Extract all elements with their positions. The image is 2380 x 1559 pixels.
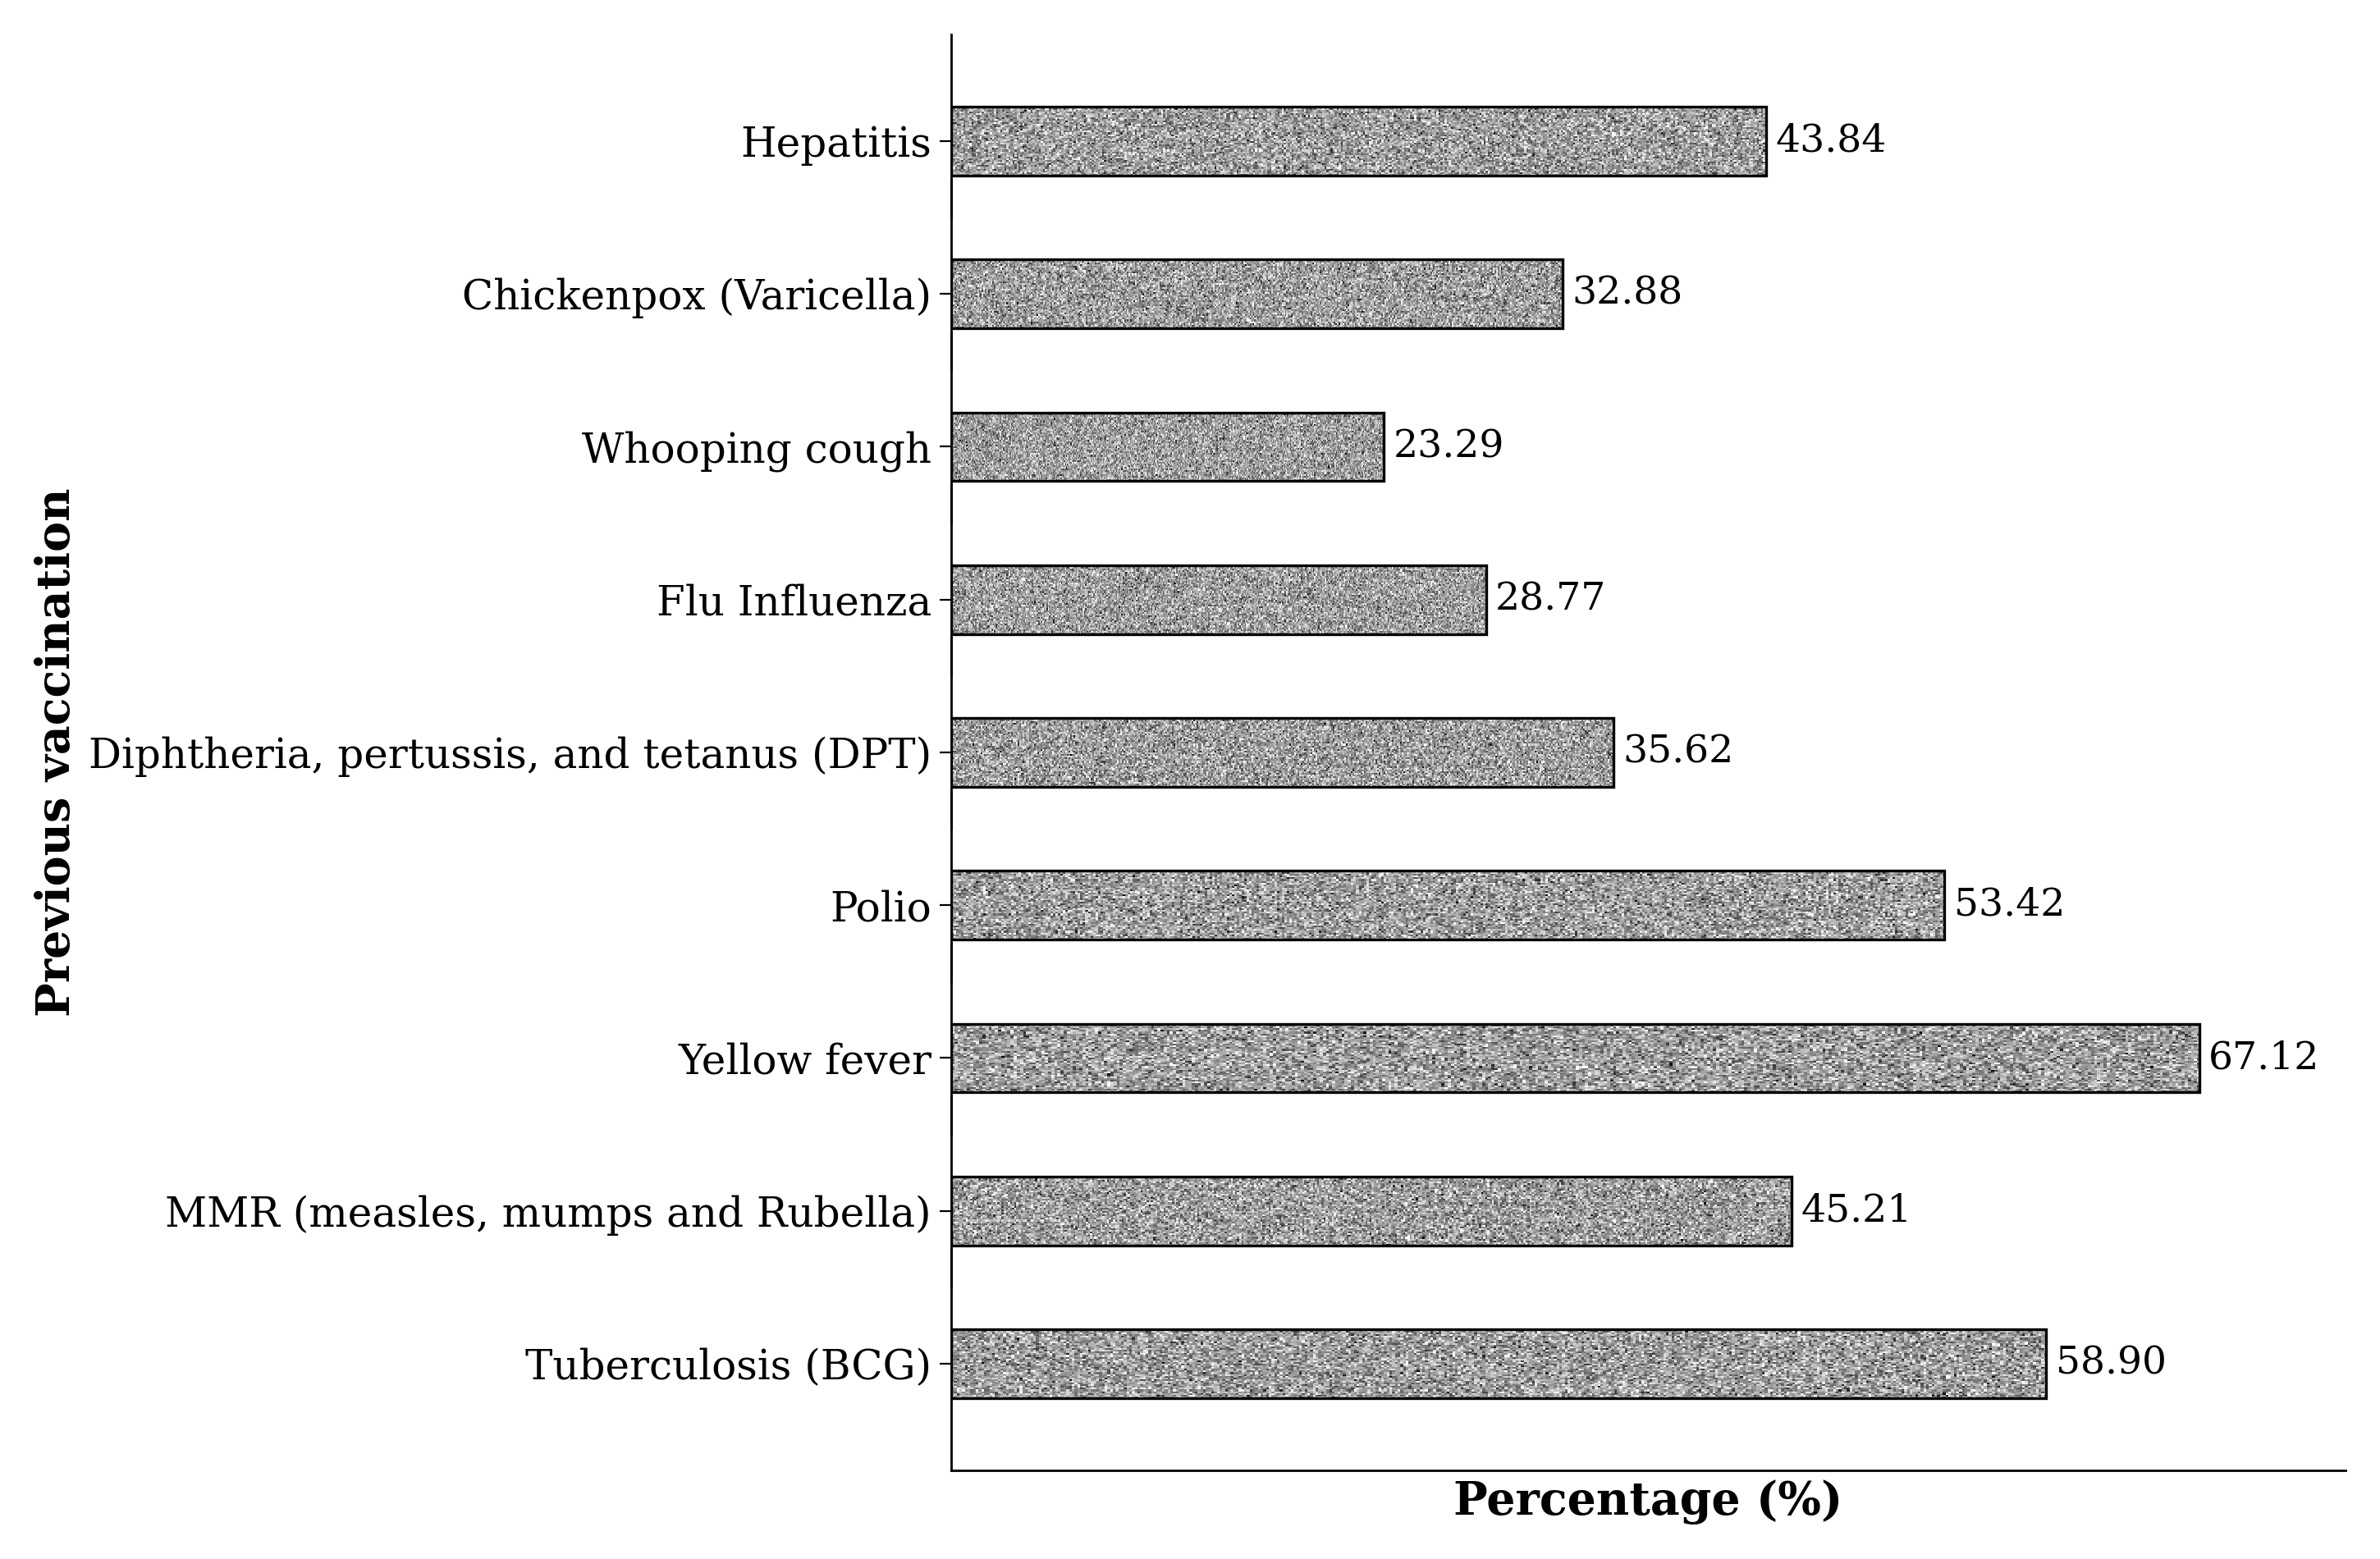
Text: 67.12: 67.12 [2209, 1040, 2320, 1077]
Bar [952, 413, 1385, 482]
Bar [952, 106, 1766, 176]
Bar [952, 260, 1561, 329]
Text: 32.88: 32.88 [1571, 276, 1683, 312]
Text: 53.42: 53.42 [1954, 887, 2066, 924]
Text: 43.84: 43.84 [1775, 123, 1887, 159]
Bar [952, 1024, 2199, 1093]
Y-axis label: Previous vaccination: Previous vaccination [33, 488, 79, 1016]
Text: 35.62: 35.62 [1623, 734, 1733, 772]
Text: 58.90: 58.90 [2056, 1345, 2166, 1383]
Bar [952, 1177, 1792, 1246]
Bar [952, 871, 1944, 940]
Bar [952, 566, 1485, 635]
Bar [952, 719, 1614, 787]
X-axis label: Percentage (%): Percentage (%) [1454, 1479, 1842, 1525]
Text: 23.29: 23.29 [1392, 429, 1504, 465]
Text: 45.21: 45.21 [1802, 1193, 1911, 1230]
Bar [952, 1330, 2047, 1398]
Text: 28.77: 28.77 [1495, 582, 1607, 617]
